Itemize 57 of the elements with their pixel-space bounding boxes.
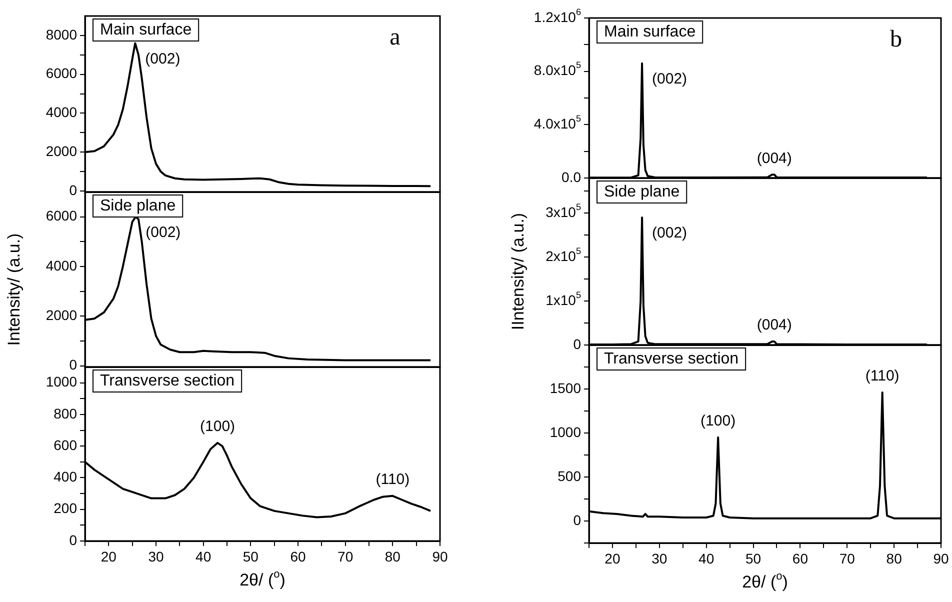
x-tick-label: 70 <box>338 548 354 564</box>
y-tick-label: 4000 <box>46 104 78 120</box>
y-tick-label: 2000 <box>46 142 78 159</box>
x-tick-label: 60 <box>792 550 808 566</box>
y-tick-label: 0 <box>69 532 78 548</box>
y-tick-label: 8000 <box>46 26 78 42</box>
x-tick-label: 30 <box>652 550 668 566</box>
y-tick-label: 800 <box>54 405 78 422</box>
annotation: b <box>890 26 902 52</box>
annotation: (110) <box>376 471 410 488</box>
x-tick-label: 50 <box>242 548 259 564</box>
y-tick-label: 1000 <box>46 374 78 390</box>
x-tick-label: 50 <box>745 550 762 566</box>
y-tick-label: 600 <box>54 436 78 453</box>
chart-title: Transverse section <box>100 372 235 390</box>
y-tick-label: 1500 <box>550 380 582 396</box>
x-tick-label: 40 <box>698 550 714 566</box>
annotation: (002) <box>145 50 180 68</box>
x-tick-label: 90 <box>432 548 448 564</box>
y-tick-label: 0 <box>573 512 582 528</box>
y-axis-title: IIntensity/ (a.u.) <box>508 212 528 330</box>
y-tick-label: 400 <box>54 468 78 485</box>
y-tick-label: 500 <box>558 468 582 484</box>
x-tick-label: 90 <box>933 550 949 566</box>
annotation: (004) <box>756 316 792 334</box>
x-tick-label: 40 <box>196 548 212 564</box>
x-tick-label: 80 <box>886 550 902 566</box>
y-tick-label: 6000 <box>46 65 78 82</box>
chart-title: Main surface <box>604 23 696 40</box>
y-tick-label: 200 <box>54 500 78 516</box>
y-tick-label: 1000 <box>550 424 582 440</box>
annotation: (100) <box>200 418 236 436</box>
y-axis-title: Intensity/ (a.u.) <box>4 233 24 346</box>
chart-title: Main surface <box>100 21 192 38</box>
x-tick-label: 80 <box>384 548 401 564</box>
y-tick-label: 0.0 <box>562 168 582 185</box>
y-tick-label: 6000 <box>46 208 78 224</box>
annotation: (002) <box>652 70 688 88</box>
y-tick-label: 2000 <box>46 306 78 323</box>
y-tick-label: 0 <box>69 356 78 373</box>
y-tick-label: 0 <box>69 182 78 198</box>
y-tick-label: 4000 <box>46 257 78 274</box>
annotation: (004) <box>756 150 792 167</box>
annotation: a <box>390 24 401 50</box>
chart-title: Transverse section <box>604 350 739 368</box>
x-tick-label: 60 <box>290 548 306 564</box>
chart-title: Side plane <box>604 183 680 200</box>
x-tick-label: 20 <box>100 548 117 564</box>
y-tick-label: 0 <box>573 336 582 352</box>
x-tick-label: 30 <box>148 548 164 564</box>
annotation: (002) <box>146 224 181 241</box>
annotation: (002) <box>652 224 688 242</box>
chart-title: Side plane <box>100 197 176 214</box>
annotation: (110) <box>865 368 900 385</box>
x-tick-label: 70 <box>839 550 856 566</box>
x-tick-label: 20 <box>604 550 620 566</box>
annotation: (100) <box>700 412 736 430</box>
